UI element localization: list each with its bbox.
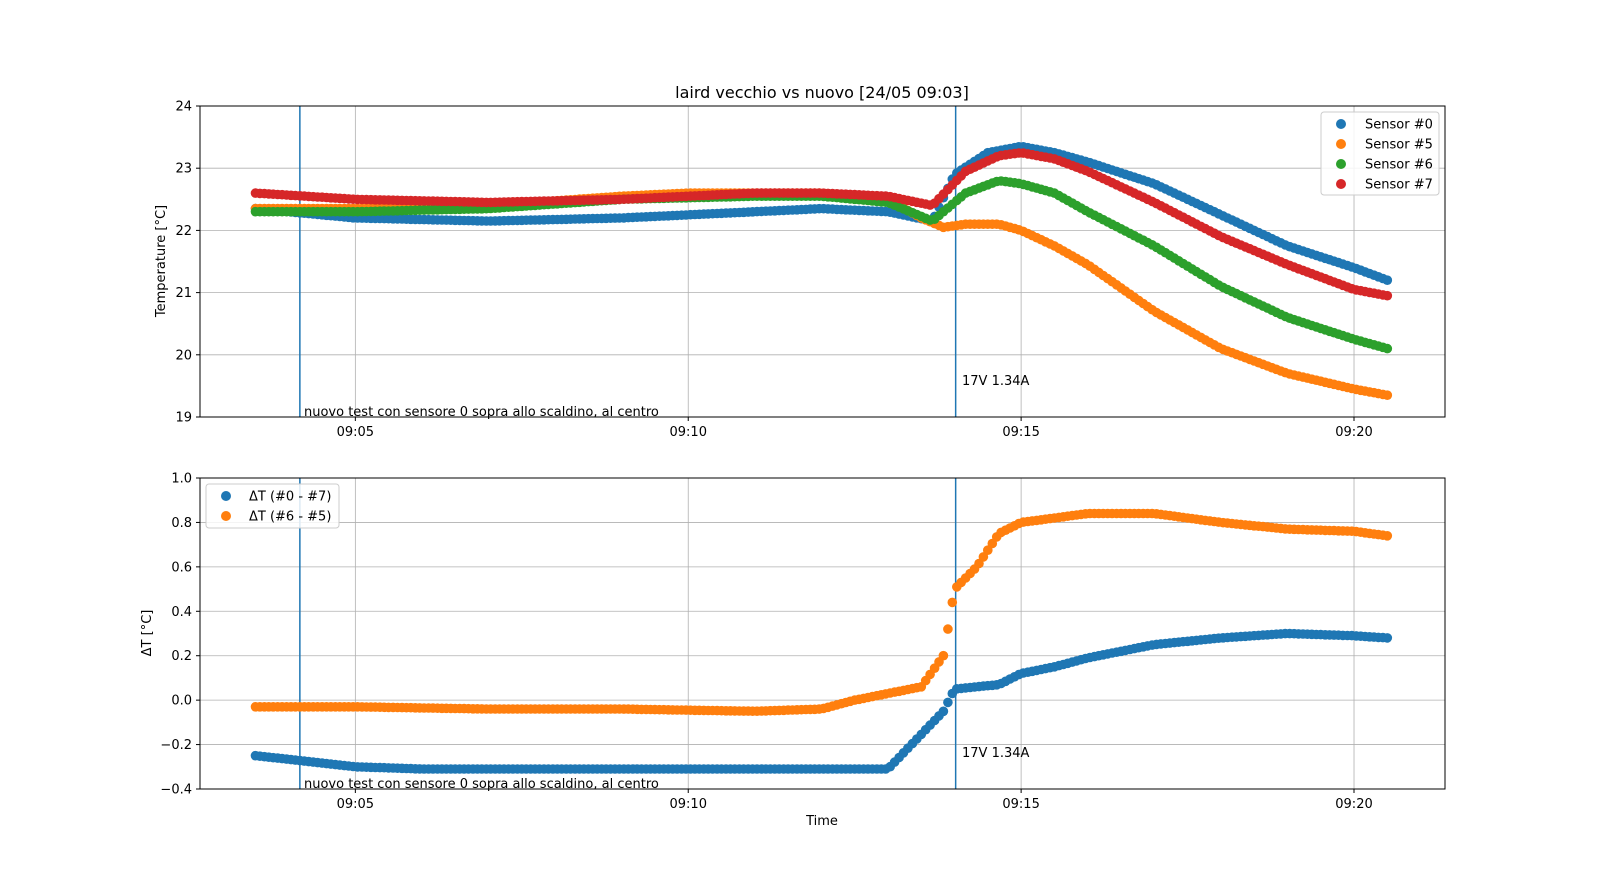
legend-marker-sensor-5 — [1336, 139, 1346, 149]
top-plot-ylabel: Temperature [°C] — [154, 205, 169, 318]
legend-marker-sensor-6 — [1336, 159, 1346, 169]
bottom-plot-marks — [250, 508, 1393, 774]
x-tick-label: 09:15 — [1002, 797, 1039, 812]
x-tick-label: 09:05 — [337, 425, 374, 440]
legend-label-sensor-7: Sensor #7 — [1365, 178, 1433, 193]
y-tick-label: 23 — [175, 162, 192, 177]
x-tick-label: 09:10 — [670, 797, 707, 812]
series-4 — [250, 148, 1393, 301]
y-tick-label: 20 — [175, 348, 192, 363]
y-tick-label: −0.2 — [160, 738, 192, 753]
y-tick-label: 1.0 — [171, 472, 192, 487]
bottom-plot-vlines — [299, 478, 957, 789]
top-plot-legend: Sensor #0 Sensor #5 Sensor #6 Sensor #7 — [1320, 111, 1440, 196]
legend-marker-dt-0-7 — [221, 491, 231, 501]
bottom-plot-ticks: 09:05 09:10 09:15 09:20 −0.4 −0.2 0.0 0.2 0.4 0.6… — [160, 472, 1372, 813]
legend-marker-dt-6-5 — [221, 511, 231, 521]
data-point — [1382, 390, 1393, 401]
legend-label-sensor-0: Sensor #0 — [1365, 118, 1433, 133]
y-tick-label: −0.4 — [160, 783, 192, 798]
top-plot-title: laird vecchio vs nuovo [24/05 09:03] — [675, 83, 969, 102]
bottom-plot-frame — [199, 477, 1446, 790]
bottom-plot-legend: ΔT (#0 - #7) ΔT (#6 - #5) — [205, 483, 340, 529]
y-tick-label: 21 — [175, 286, 192, 301]
top-plot-ticks: 09:05 09:10 09:15 09:20 19 20 21 22 23 24 — [175, 100, 1372, 441]
x-tick-label: 09:20 — [1335, 797, 1372, 812]
top-plot-marks — [250, 142, 1393, 401]
legend-marker-sensor-7 — [1336, 179, 1346, 189]
bottom-plot: 09:05 09:10 09:15 09:20 −0.4 −0.2 0.0 0.2 0.4 0.6… — [140, 472, 1446, 829]
top-legend-box — [1320, 111, 1440, 196]
x-tick-label: 09:20 — [1335, 425, 1372, 440]
legend-label-dt-6-5: ΔT (#6 - #5) — [249, 510, 331, 525]
y-tick-label: 0.4 — [171, 605, 192, 620]
data-point — [1382, 290, 1393, 301]
series-2 — [250, 508, 1393, 716]
data-point — [1382, 275, 1393, 286]
bottom-plot-vline-label-1: nuovo test con sensore 0 sopra allo scal… — [304, 777, 659, 792]
data-point — [1382, 531, 1393, 541]
y-tick-label: 22 — [175, 224, 192, 239]
series-1 — [250, 628, 1393, 774]
bottom-plot-xlabel: Time — [805, 814, 838, 829]
top-plot-vlines — [299, 106, 957, 417]
y-tick-label: 0.6 — [171, 560, 192, 575]
bottom-plot-vline-label-2: 17V 1.34A — [962, 746, 1030, 761]
legend-label-dt-0-7: ΔT (#0 - #7) — [249, 490, 331, 505]
x-tick-label: 09:15 — [1002, 425, 1039, 440]
top-plot-vline-label-1: nuovo test con sensore 0 sopra allo scal… — [304, 405, 659, 420]
top-plot: 09:05 09:10 09:15 09:20 19 20 21 22 23 24 laird v… — [154, 83, 1446, 441]
data-point — [1382, 343, 1393, 354]
legend-label-sensor-6: Sensor #6 — [1365, 158, 1433, 173]
x-tick-label: 09:05 — [337, 797, 374, 812]
y-tick-label: 0.8 — [171, 516, 192, 531]
data-point — [938, 706, 949, 717]
legend-label-sensor-5: Sensor #5 — [1365, 138, 1433, 153]
data-point — [947, 597, 958, 608]
y-tick-label: 0.2 — [171, 649, 192, 664]
top-plot-vline-label-2: 17V 1.34A — [962, 374, 1030, 389]
y-tick-label: 19 — [175, 411, 192, 426]
y-tick-label: 24 — [175, 100, 192, 115]
data-point — [1382, 633, 1393, 643]
legend-marker-sensor-0 — [1336, 119, 1346, 129]
bottom-legend-box — [205, 483, 340, 529]
data-point — [938, 650, 949, 661]
data-point — [943, 624, 953, 634]
bottom-plot-ylabel: ΔT [°C] — [140, 610, 155, 657]
data-point — [943, 697, 953, 708]
top-plot-frame — [199, 105, 1446, 418]
y-tick-label: 0.0 — [171, 694, 192, 709]
x-tick-label: 09:10 — [670, 425, 707, 440]
